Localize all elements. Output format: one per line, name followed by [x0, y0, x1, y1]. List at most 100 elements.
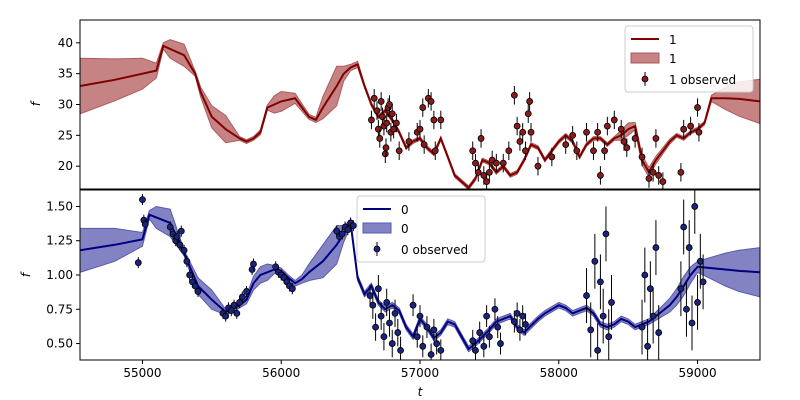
observed-point — [419, 342, 427, 350]
observed-point — [419, 104, 427, 111]
observed-point — [472, 347, 479, 354]
observed-point — [248, 266, 256, 273]
observed-point — [683, 305, 690, 313]
observed-point — [649, 312, 657, 320]
observed-point — [177, 227, 185, 235]
observed-point — [485, 333, 493, 341]
observed-point — [638, 323, 646, 331]
y-tick-label: 1.50 — [46, 199, 73, 213]
observed-point — [377, 98, 385, 105]
observed-point — [338, 230, 346, 238]
legend-entry-label: 1 observed — [669, 73, 736, 87]
observed-point — [694, 299, 701, 306]
observed-point — [480, 172, 488, 179]
observed-point — [173, 233, 181, 241]
observed-point — [597, 172, 604, 179]
observed-point — [250, 260, 257, 268]
observed-point — [222, 312, 230, 320]
observed-point — [516, 138, 524, 145]
observed-point — [477, 135, 485, 142]
y-tick-label: 20 — [58, 159, 73, 173]
observed-point — [510, 318, 518, 326]
observed-point — [349, 222, 357, 230]
observed-point — [601, 147, 608, 155]
bottom-line-layer — [80, 213, 760, 351]
observed-point — [288, 285, 296, 293]
observed-point — [644, 342, 651, 350]
observed-point — [383, 299, 391, 306]
bottom-y-axis-label: f — [19, 271, 33, 277]
observed-point — [569, 131, 577, 139]
observed-point — [393, 119, 400, 127]
observed-point — [333, 227, 341, 235]
observed-point — [139, 196, 146, 203]
observed-point — [395, 147, 403, 155]
top-panel: 20 25 30 35 40 f 1 1 1 observed — [29, 19, 761, 190]
legend-entry-label: 1 — [669, 33, 677, 47]
x-tick-label: 58000 — [540, 366, 578, 380]
observed-point — [519, 128, 527, 136]
observed-point — [687, 122, 695, 130]
observed-point — [368, 116, 375, 124]
bottom-x-ticks: 55000 56000 57000 58000 59000 — [123, 360, 717, 380]
observed-point — [379, 113, 386, 121]
observed-point — [680, 125, 688, 133]
observed-point — [433, 340, 441, 347]
observed-point — [602, 230, 610, 238]
observed-point — [699, 278, 707, 286]
observed-point — [594, 128, 602, 136]
observed-point — [524, 110, 532, 118]
legend-point-swatch — [373, 245, 381, 253]
bottom-points-layer — [134, 190, 707, 360]
observed-point — [391, 309, 399, 317]
observed-point — [513, 122, 521, 130]
model-line — [80, 213, 760, 351]
observed-point — [608, 299, 615, 306]
observed-point — [476, 329, 484, 336]
observed-point — [430, 326, 438, 334]
y-tick-label: 1.00 — [46, 268, 73, 282]
observed-point — [649, 168, 657, 176]
observed-point — [641, 271, 649, 279]
observed-point — [655, 172, 663, 179]
observed-point — [472, 159, 479, 167]
x-tick-label: 56000 — [262, 366, 300, 380]
observed-point — [377, 312, 385, 320]
observed-point — [659, 178, 667, 185]
observed-point — [599, 312, 607, 320]
observed-point — [386, 101, 393, 108]
observed-point — [388, 110, 396, 118]
observed-point — [680, 223, 688, 231]
observed-point — [696, 257, 704, 265]
observed-point — [694, 104, 701, 111]
observed-point — [534, 162, 542, 170]
legend-entry-label: 0 — [401, 203, 409, 217]
observed-point — [526, 98, 534, 105]
observed-point — [409, 301, 417, 309]
observed-point — [469, 337, 477, 345]
observed-point — [397, 347, 404, 354]
bottom-legend: 0 0 0 observed — [356, 195, 486, 263]
observed-point — [548, 153, 556, 161]
observed-point — [597, 278, 604, 286]
observed-point — [603, 122, 611, 130]
observed-point — [180, 246, 188, 254]
top-legend: 1 1 1 observed — [624, 25, 754, 93]
observed-point — [631, 135, 639, 142]
observed-point — [591, 257, 599, 265]
observed-point — [437, 347, 445, 354]
observed-point — [388, 340, 396, 347]
observed-point — [374, 285, 382, 293]
top-points-layer — [368, 85, 703, 189]
observed-point — [617, 125, 625, 133]
observed-point — [646, 285, 654, 293]
observed-point — [390, 125, 398, 133]
observed-point — [474, 168, 482, 176]
legend-band-swatch — [362, 222, 392, 234]
observed-point — [573, 147, 581, 155]
observed-point — [191, 282, 199, 290]
legend-entry-label: 1 — [669, 52, 677, 66]
observed-point — [587, 326, 595, 334]
observed-point — [510, 91, 518, 99]
